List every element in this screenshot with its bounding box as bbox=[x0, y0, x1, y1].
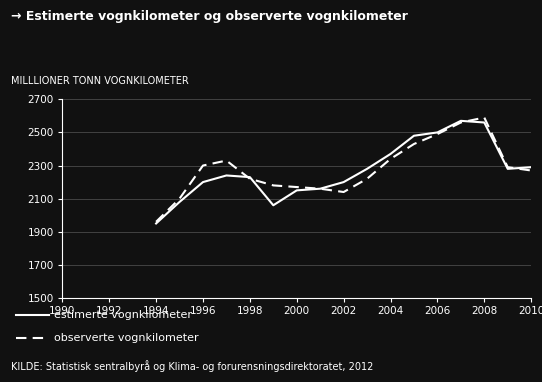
Text: KILDE: Statistisk sentralbyrå og Klima- og forurensningsdirektoratet, 2012: KILDE: Statistisk sentralbyrå og Klima- … bbox=[11, 361, 373, 372]
Text: observerte vognkilometer: observerte vognkilometer bbox=[54, 333, 199, 343]
Text: MILLLIONER TONN VOGNKILOMETER: MILLLIONER TONN VOGNKILOMETER bbox=[11, 76, 189, 86]
Text: → Estimerte vognkilometer og observerte vognkilometer: → Estimerte vognkilometer og observerte … bbox=[11, 10, 408, 23]
Text: estimerte vognkilometer: estimerte vognkilometer bbox=[54, 310, 192, 320]
